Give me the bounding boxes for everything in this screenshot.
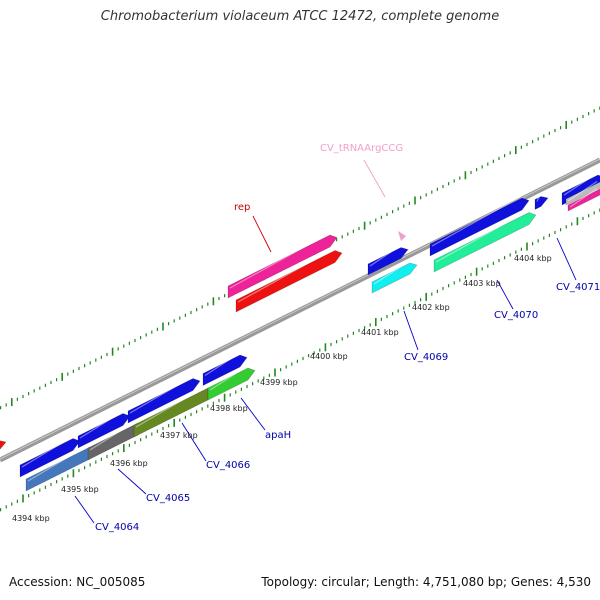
gene-label-cv4065[interactable]: CV_4065 [146, 493, 190, 504]
label-leaders [74, 159, 577, 524]
gene-cv4065-top [77, 413, 131, 449]
gene-cv4064-top-shine [21, 436, 73, 468]
gene-cv4071-top-shine [563, 172, 598, 196]
gene-cv4069-top-shine [369, 245, 401, 267]
kbp-label: 4400 kbp [310, 352, 348, 361]
gene-grey-bottom [565, 181, 600, 206]
leader-cv4065 [117, 468, 147, 495]
gene-cv4066-top [127, 378, 201, 424]
gene-apah-bottom-shine [209, 365, 248, 391]
gene-small-top [534, 196, 549, 210]
gene-cv4064-bottom-shine [27, 448, 83, 482]
gene-label-cv4070[interactable]: CV_4070 [494, 310, 538, 321]
gene-grey-bottom-shine [567, 181, 598, 202]
kbp-label: 4403 kbp [463, 279, 501, 288]
gene-apah-top-shine [204, 352, 240, 377]
gene-cv4070-top-shine [431, 195, 522, 247]
kbp-label: 4395 kbp [61, 485, 99, 494]
leader-apah [240, 397, 266, 431]
kbp-label: 4397 kbp [160, 431, 198, 440]
gene-cv4070-bottom [433, 212, 537, 273]
kbp-label: 4404 kbp [514, 254, 552, 263]
leader-cv4069 [403, 310, 419, 351]
kbp-label: 4398 kbp [210, 404, 248, 413]
leader-rep [252, 215, 272, 253]
gene-cv4069-bottom [371, 262, 418, 294]
gene-label-trna[interactable]: CV_tRNAArgCCG [320, 143, 403, 154]
map-title: Chromobacterium violaceum ATCC 12472, co… [100, 9, 500, 24]
gene-apah-bottom [207, 367, 256, 401]
genome-summary-text: Topology: circular; Length: 4,751,080 bp… [261, 575, 591, 589]
gene-cv4070-top [429, 197, 530, 257]
gene-apah-top [202, 354, 248, 386]
leader-cv4066 [181, 422, 207, 462]
kbp-label: 4399 kbp [260, 378, 298, 387]
gene-features [0, 172, 600, 492]
gene-cv4070-bottom-shine [435, 210, 529, 263]
gene-label-cv4064[interactable]: CV_4064 [95, 522, 139, 533]
gene-rep-bottom-shine [237, 248, 335, 303]
kbp-label: 4396 kbp [110, 459, 148, 468]
kbp-label: 4402 kbp [412, 303, 450, 312]
kbp-label: 4394 kbp [12, 514, 50, 523]
gene-label-apah[interactable]: apaH [265, 430, 291, 441]
gene-cv4066-top-shine [129, 376, 193, 414]
accession-text: Accession: NC_005085 [9, 575, 146, 589]
inner-tick-track [0, 208, 600, 512]
gene-small-top-shine [536, 194, 541, 202]
gene-cv4064-top [19, 438, 81, 478]
gene-cv4069-bottom-shine [373, 260, 410, 285]
gene-rep-top-shine [229, 232, 330, 289]
gene-label-cv4069[interactable]: CV_4069 [404, 352, 448, 363]
gene-cv4069-top [367, 247, 409, 276]
gene-cv4065-top-shine [79, 411, 123, 439]
leader-cv4064 [74, 495, 95, 524]
gene-cv4065-bottom-shine [89, 424, 131, 451]
gene-cv4071-bottom [567, 188, 600, 212]
gene-trna-marker [398, 231, 406, 241]
gene-cv4066-bottom-shine [135, 389, 201, 428]
gene-label-rep[interactable]: rep [234, 202, 250, 213]
gene-rep-top [227, 234, 338, 299]
leader-cv4070 [496, 279, 514, 310]
leader-trna [363, 159, 386, 198]
gene-rep-bottom [235, 250, 343, 313]
leader-cv4071 [556, 237, 577, 281]
gene-edge-red [0, 440, 7, 450]
kbp-label: 4401 kbp [361, 328, 399, 337]
gene-cv4071-bottom-shine [569, 188, 598, 208]
gene-label-cv4066[interactable]: CV_4066 [206, 460, 250, 471]
gene-label-cv4071[interactable]: CV_4071 [556, 282, 600, 293]
